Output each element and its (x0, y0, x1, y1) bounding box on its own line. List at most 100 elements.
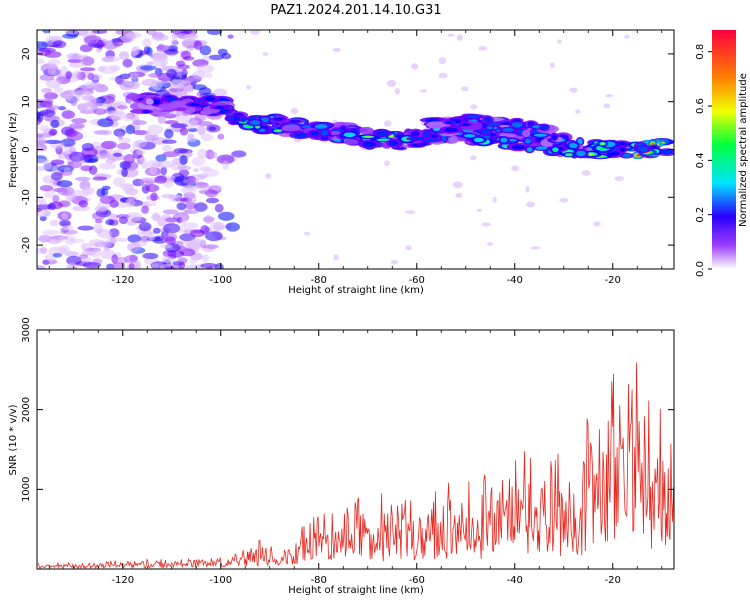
noise-blob (43, 92, 59, 100)
ridge-core (430, 134, 439, 138)
noise-blob (182, 178, 199, 184)
noise-blob (125, 198, 136, 208)
noise-blob (205, 73, 213, 79)
noise-blob (123, 115, 133, 122)
noise-blob (52, 194, 60, 204)
ridge-blob (327, 131, 341, 135)
ridge-core (204, 96, 216, 101)
noise-blob (50, 119, 60, 129)
noise-blob (184, 202, 197, 210)
noise-blob (141, 78, 158, 87)
noise-blob (37, 140, 46, 145)
noise-blob (94, 219, 103, 224)
noise-blob (197, 148, 208, 159)
ridge-peak (275, 129, 282, 132)
noise-blob (99, 195, 116, 204)
noise-blob (129, 72, 139, 80)
noise-blob (122, 58, 133, 68)
noise-blob (68, 62, 85, 68)
noise-blob (193, 243, 200, 253)
noise-blob (176, 202, 187, 211)
noise-blob (217, 211, 235, 221)
noise-blob (41, 88, 53, 93)
noise-blob (92, 30, 108, 34)
noise-blob (80, 257, 92, 263)
noise-blob (146, 30, 157, 36)
snr-x-ticks: -120 -100 -80 -60 -40 -20 (48, 330, 663, 586)
x-tick-label: -100 (209, 575, 232, 586)
noise-blob (138, 222, 152, 232)
noise-blob (411, 63, 419, 70)
noise-blob (82, 187, 91, 197)
spectrogram-y-axis-label: Frequency (Hz) (8, 112, 19, 188)
noise-blob (109, 110, 127, 120)
ridge-blob (157, 103, 178, 111)
noise-blob (161, 256, 176, 263)
noise-blob (172, 30, 182, 35)
noise-blob (49, 219, 59, 227)
noise-blob (124, 212, 143, 222)
colorbar-tick-label: 0.8 (695, 44, 706, 60)
noise-blob (116, 77, 125, 86)
noise-blob (59, 220, 71, 227)
noise-blob (209, 221, 222, 232)
noise-blob (148, 73, 162, 78)
noise-blob (171, 37, 178, 47)
noise-blob (52, 253, 63, 258)
colorbar: 0.0 0.2 0.4 0.6 0.8 Normalized spectral ampl… (695, 30, 749, 277)
noise-blob (193, 40, 203, 50)
noise-blob (163, 223, 181, 234)
noise-blob (99, 249, 116, 260)
noise-blob (203, 244, 219, 250)
noise-blob (127, 234, 142, 243)
noise-blob (153, 50, 166, 60)
noise-blob (80, 56, 94, 67)
noise-blob (206, 197, 219, 204)
noise-blob (177, 165, 192, 171)
noise-blob (39, 74, 55, 81)
noise-blob (569, 87, 578, 93)
noise-blob (39, 109, 56, 117)
x-tick-label: -40 (507, 275, 523, 286)
ridge-core (500, 137, 508, 143)
noise-blob (140, 65, 157, 71)
noise-blob (154, 175, 167, 184)
spectrogram-x-ticks: -120 -100 -80 -60 -40 -20 (48, 30, 663, 286)
noise-blob (214, 263, 224, 269)
noise-blob (160, 166, 167, 176)
noise-blob (79, 44, 93, 53)
noise-blob (581, 170, 591, 176)
noise-blob (549, 62, 555, 68)
noise-blob (250, 30, 261, 35)
noise-blob (116, 256, 128, 265)
noise-blob (205, 231, 223, 242)
noise-blob (132, 130, 149, 136)
ridge-peak (389, 134, 393, 138)
noise-blob (526, 201, 536, 208)
y-tick-label: 1000 (21, 477, 32, 502)
noise-blob (43, 210, 51, 218)
noise-blob (117, 131, 124, 140)
x-tick-label: -100 (209, 275, 232, 286)
noise-blob (438, 72, 448, 79)
x-tick-label: -20 (605, 275, 621, 286)
noise-blob (456, 34, 463, 41)
noise-blob (66, 52, 83, 60)
ridge-blob (448, 135, 459, 144)
y-tick-label: 3000 (21, 317, 32, 342)
ridge-core (362, 141, 376, 147)
noise-blob (184, 30, 193, 35)
noise-blob (152, 227, 161, 234)
noise-blob (101, 56, 114, 63)
noise-blob (61, 110, 76, 119)
noise-blob (42, 30, 51, 34)
ridge-core (389, 140, 399, 146)
ridge-core (622, 153, 631, 158)
noise-blob (37, 158, 50, 164)
noise-blob (184, 33, 199, 39)
snr-line (38, 362, 674, 569)
noise-blob (51, 171, 63, 181)
noise-blob (203, 168, 219, 177)
noise-blob (94, 206, 108, 213)
snr-x-axis-label: Height of straight line (km) (288, 585, 424, 596)
